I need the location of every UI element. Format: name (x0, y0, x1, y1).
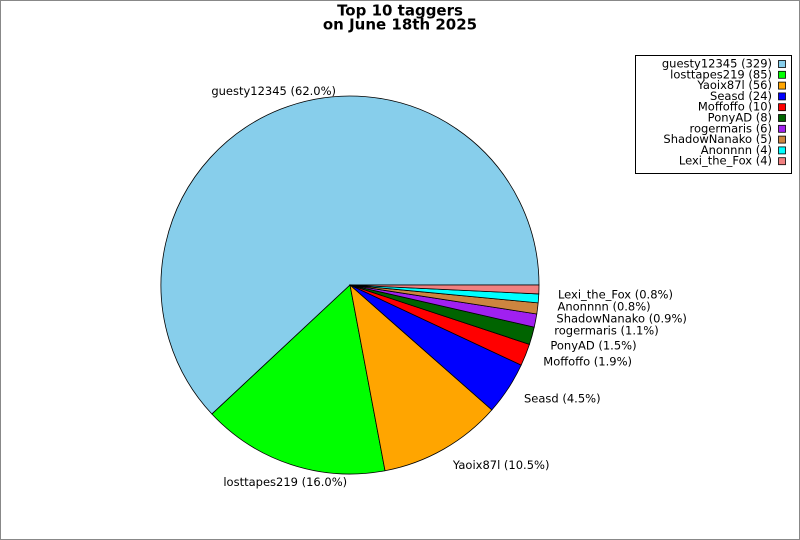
slice-label: Moffoffo (1.9%) (543, 354, 632, 368)
legend-swatch (778, 81, 786, 90)
legend-swatch (778, 114, 786, 122)
pie-slice (349, 284, 540, 295)
legend-swatch (778, 60, 786, 68)
slice-label: Lexi_the_Fox (0.8%) (558, 287, 673, 301)
chart-subtitle: on June 18th 2025 (323, 16, 477, 34)
legend-label: Anonnnn (4) (701, 143, 772, 157)
chart-title: Top 10 taggers (337, 2, 463, 20)
pie-slice (349, 283, 493, 472)
legend-label: Yaoix87l (56) (696, 78, 772, 92)
slice-label: PonyAD (1.5%) (550, 338, 636, 352)
pie-slice (160, 95, 540, 415)
legend-box (635, 55, 792, 174)
legend-swatch (778, 70, 786, 79)
slice-label: ShadowNanako (0.9%) (556, 311, 687, 325)
legend-label: guesty12345 (329) (662, 57, 772, 71)
legend-label: Lexi_the_Fox (4) (679, 154, 772, 168)
legend-swatch (778, 92, 786, 101)
legend-swatch (778, 157, 786, 166)
slice-label: losttapes219 (16.0%) (223, 475, 347, 489)
slice-label: guesty12345 (62.0%) (211, 84, 336, 98)
pie-slice (211, 284, 386, 475)
slice-label: rogermaris (1.1%) (554, 323, 658, 337)
legend-label: Moffoffo (10) (698, 100, 772, 114)
legend-label: ShadowNanako (5) (663, 132, 772, 146)
legend-label: Seasd (24) (710, 89, 772, 103)
slice-label: Seasd (4.5%) (524, 391, 601, 405)
legend-swatch (778, 103, 786, 112)
legend-label: PonyAD (8) (708, 111, 772, 125)
slice-label: Yaoix87l (10.5%) (452, 458, 550, 472)
slice-label: Anonnnn (0.8%) (557, 299, 650, 313)
legend-swatch (778, 146, 786, 155)
legend-swatch (778, 135, 786, 144)
legend-label: rogermaris (6) (689, 121, 772, 135)
legend-swatch (778, 124, 786, 133)
legend-label: losttapes219 (85) (670, 67, 772, 81)
